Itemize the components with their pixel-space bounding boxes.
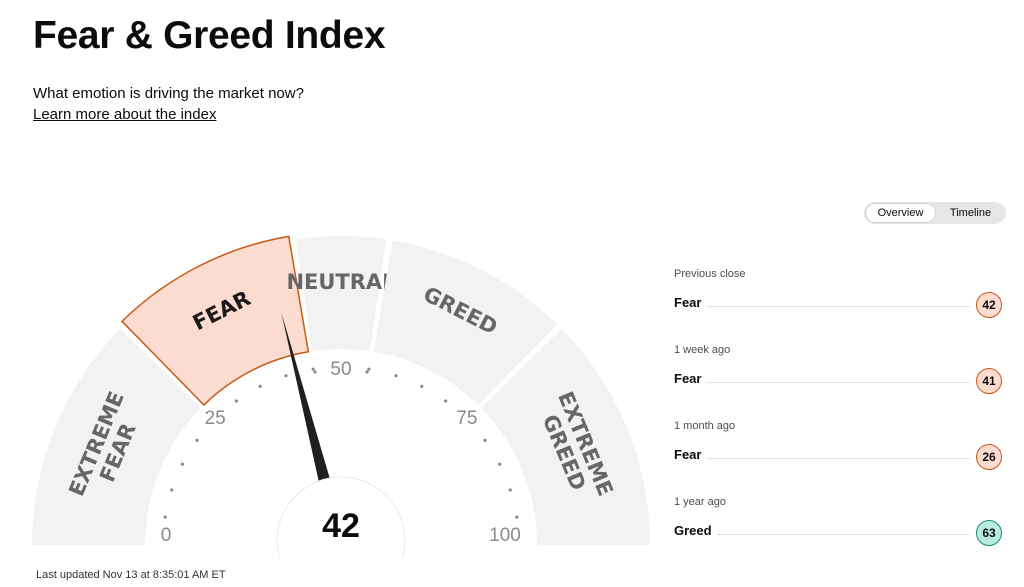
gauge-tick-label: 0 <box>161 525 172 546</box>
gauge-segment-greed <box>373 240 558 405</box>
history-label: 1 year ago <box>674 496 726 508</box>
gauge-segment-extreme-greed <box>481 328 650 545</box>
history-value-badge: 26 <box>976 444 1002 470</box>
gauge-tick-label: 25 <box>205 408 226 429</box>
gauge-tick-dot <box>170 488 174 492</box>
gauge-dots <box>163 367 519 519</box>
gauge-tick-dot <box>497 462 502 466</box>
gauge-tick-dot <box>258 384 262 389</box>
history-value-badge: 63 <box>976 520 1002 546</box>
last-updated-text: Last updated Nov 13 at 8:35:01 AM ET <box>36 569 226 581</box>
gauge-label-line: EXTREME <box>64 388 129 499</box>
gauge-tick-dot <box>234 399 238 403</box>
gauge-tick-dot <box>313 370 317 374</box>
gauge-tick-dot <box>163 515 167 519</box>
history-item-1-week-ago: 1 week ago Fear 41 <box>674 344 1002 420</box>
gauge-tick-dot <box>180 462 185 466</box>
history-status: Fear <box>674 295 702 310</box>
gauge-tick-dot <box>365 370 369 374</box>
learn-more-link[interactable]: Learn more about the index <box>33 106 217 123</box>
history-item-1-month-ago: 1 month ago Fear 26 <box>674 420 1002 496</box>
history-item-previous-close: Previous close Fear 42 <box>674 268 1002 344</box>
gauge-label-line: GREED <box>420 282 502 339</box>
gauge-label-line: NEUTRAL <box>286 270 395 294</box>
gauge-label-extreme-greed: EXTREMEGREED <box>532 388 618 508</box>
gauge-value: 42 <box>322 507 360 545</box>
gauge-tick-dot <box>508 488 512 492</box>
gauge-segment-extreme-fear <box>32 328 201 545</box>
gauge-hub <box>276 476 406 558</box>
timeline-tab[interactable]: Timeline <box>949 207 992 219</box>
overview-tab[interactable]: Overview <box>865 203 936 223</box>
dotted-leader <box>717 533 970 535</box>
gauge-tick-label: 100 <box>489 525 521 546</box>
gauge-tick-labels: 0 25 50 75 100 <box>161 359 521 546</box>
history-list: Previous close Fear 42 1 week ago Fear 4… <box>674 268 1002 572</box>
gauge-label-greed: GREED <box>420 282 502 339</box>
page-title: Fear & Greed Index <box>33 14 386 57</box>
gauge-label-neutral: NEUTRAL <box>286 270 395 294</box>
dotted-leader <box>707 457 970 459</box>
gauge-tick-dot <box>367 367 371 371</box>
gauge-segment-fear <box>120 235 310 407</box>
gauge-label-line: EXTREME <box>553 388 618 499</box>
gauge-label-fear: FEAR <box>189 286 254 335</box>
gauge-needle <box>281 312 333 491</box>
gauge-tick-dot <box>444 399 448 403</box>
gauge-label-line: GREED <box>538 411 591 494</box>
page-subtitle: What emotion is driving the market now? <box>33 85 304 102</box>
gauge-segment-neutral <box>295 236 387 352</box>
history-label: 1 week ago <box>674 344 731 356</box>
gauge-tick-dot <box>483 438 487 442</box>
gauge-tick-dot <box>284 374 288 378</box>
gauge-tick-label: 75 <box>456 408 477 429</box>
gauge-tick-dot <box>195 438 199 442</box>
history-value-badge: 41 <box>976 368 1002 394</box>
gauge-tick-label: 50 <box>330 359 351 380</box>
history-status: Fear <box>674 447 702 462</box>
gauge-tick-dot <box>311 367 315 371</box>
gauge-tick-dot <box>394 374 398 378</box>
gauge-label-line: FEAR <box>95 420 141 486</box>
history-item-1-year-ago: 1 year ago Greed 63 <box>674 496 1002 572</box>
history-value-badge: 42 <box>976 292 1002 318</box>
history-status: Greed <box>674 523 712 538</box>
gauge-needle-group <box>281 312 333 491</box>
dotted-leader <box>707 305 970 307</box>
gauge-label-extreme-fear: EXTREMEFEAR <box>64 388 150 508</box>
view-toggle[interactable]: Overview Timeline <box>864 202 1006 224</box>
history-label: Previous close <box>674 268 746 280</box>
gauge-label-line: FEAR <box>189 286 254 335</box>
dotted-leader <box>707 381 970 383</box>
gauge-tick-dot <box>420 384 424 389</box>
gauge-tick-dot <box>515 515 519 519</box>
history-status: Fear <box>674 371 702 386</box>
gauge-hub-group: 42 <box>276 476 406 558</box>
history-label: 1 month ago <box>674 420 736 432</box>
